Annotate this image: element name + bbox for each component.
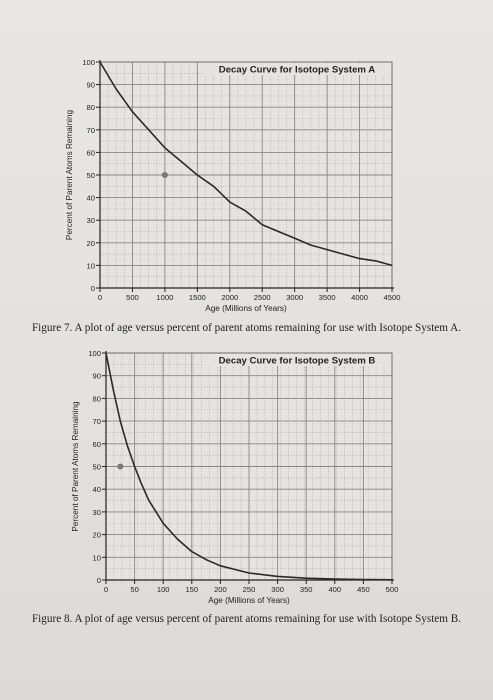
chart-1-data-point (141, 484, 143, 486)
chart-1-y-tick-label: 40 (93, 485, 101, 494)
chart-1-x-tick-label: 200 (214, 585, 227, 594)
chart-1-data-point (119, 420, 121, 422)
chart-0-data-point (261, 224, 263, 226)
chart-0-data-point (294, 237, 296, 239)
chart-1-data-point (277, 575, 279, 577)
chart-0-x-tick-label: 2500 (254, 293, 271, 302)
chart-1-x-tick-label: 50 (130, 585, 138, 594)
chart-0-data-point (375, 260, 377, 262)
chart-0-data-point (99, 61, 101, 63)
chart-0-x-tick-label: 1000 (156, 293, 173, 302)
chart-1-y-tick-label: 80 (93, 394, 101, 403)
chart-0-y-tick-label: 50 (87, 171, 95, 180)
chart-1-data-point (134, 465, 136, 468)
chart-0-x-tick-label: 1500 (189, 293, 206, 302)
chart-1-y-tick-label: 20 (93, 531, 101, 540)
chart-1-data-point (176, 538, 179, 540)
chart-0-y-tick-label: 30 (87, 216, 95, 225)
chart-0-y-tick-label: 20 (87, 239, 95, 248)
chart-0-y-tick-label: 100 (82, 58, 95, 67)
chart-0-y-tick-label: 60 (87, 148, 95, 157)
chart-1-x-tick-label: 0 (104, 585, 108, 594)
chart-0-data-point (212, 185, 215, 187)
chart-0-x-tick-label: 0 (98, 293, 102, 302)
chart-1-x-tick-label: 500 (386, 585, 399, 594)
chart-0-y-tick-label: 80 (87, 103, 95, 112)
chart-0-x-axis-label: Age (Millions of Years) (205, 304, 287, 313)
chart-0-y-axis-label: Percent of Parent Atoms Remaining (65, 109, 74, 240)
chart-0-y-tick-label: 0 (91, 284, 95, 293)
chart-1-title-box (204, 354, 390, 366)
chart-0-y-tick-label: 90 (87, 81, 95, 90)
chart-1-data-point (219, 565, 221, 567)
chart-0-x-tick-label: 3500 (319, 293, 336, 302)
chart-0-x-tick-label: 500 (126, 293, 139, 302)
chart-1-data-point (362, 578, 364, 581)
chart-0-x-tick-label: 3000 (286, 293, 303, 302)
chart-1-data-point (155, 511, 157, 513)
chart-0-x-tick-label: 4500 (384, 293, 401, 302)
chart-1-half-life-marker (117, 463, 124, 470)
chart-1-y-tick-label: 30 (93, 508, 101, 517)
chart-1-data-point (305, 577, 307, 579)
chart-1-x-tick-label: 350 (300, 585, 313, 594)
chart-0-y-tick-label: 40 (87, 194, 95, 203)
chart-1-data-point (126, 445, 129, 447)
chart-1-data-point (162, 522, 164, 524)
chart-0-x-tick-label: 4000 (351, 293, 368, 302)
figure-7-caption: Figure 7. A plot of age versus percent o… (31, 322, 462, 334)
chart-0-data-point (326, 248, 328, 251)
chart-1-y-tick-label: 100 (88, 349, 101, 358)
chart-1-y-axis-label: Percent of Parent Atoms Remaining (71, 401, 80, 532)
chart-0-data-point (342, 253, 344, 255)
chart-1-y-tick-label: 10 (93, 553, 101, 562)
chart-1-data-point (248, 572, 250, 574)
chart-1-title: Decay Curve for Isotope System B (219, 356, 376, 367)
chart-1-y-tick-label: 0 (97, 576, 101, 585)
chart-1-x-tick-label: 250 (243, 585, 256, 594)
chart-1-y-tick-label: 60 (93, 440, 101, 449)
chart-1-y-tick-label: 90 (93, 372, 101, 381)
chart-0-data-point (277, 230, 280, 233)
chart-0-data-point (148, 129, 150, 131)
chart-1-x-axis-label: Age (Millions of Years) (208, 596, 290, 605)
chart-0-data-point (115, 88, 117, 90)
chart-0-data-point (245, 210, 247, 212)
chart-1-data-point (191, 551, 193, 553)
chart-1-x-tick-label: 450 (357, 585, 370, 594)
chart-1-data-point (105, 352, 107, 354)
chart-0-data-point (196, 174, 198, 176)
chart-0-title: Decay Curve for Isotope System A (219, 65, 375, 76)
chart-1-data-point (205, 558, 207, 561)
chart-1-y-tick-label: 70 (93, 417, 101, 426)
chart-1-data-point (148, 499, 150, 502)
chart-0-data-point (229, 201, 231, 203)
chart-0-data-point (358, 258, 361, 260)
chart-1-data-point (112, 388, 114, 390)
chart-1-x-tick-label: 100 (157, 585, 170, 594)
chart-0-data-point (391, 264, 393, 266)
chart-1-x-tick-label: 400 (328, 585, 341, 594)
chart-0-data-point (164, 147, 166, 149)
chart-1-data-point (391, 579, 393, 581)
chart-1-x-tick-label: 150 (185, 585, 198, 594)
chart-0-data-point (131, 111, 134, 113)
chart-1-y-tick-label: 50 (93, 463, 101, 472)
chart-0-y-tick-label: 70 (87, 126, 95, 135)
chart-1-data-point (334, 578, 336, 580)
chart-0-y-tick-label: 10 (87, 261, 95, 270)
figure-8-caption: Figure 8. A plot of age versus percent o… (31, 613, 462, 625)
chart-0-data-point (310, 244, 312, 246)
chart-0-half-life-marker (161, 172, 168, 178)
chart-0-data-point (180, 160, 182, 163)
chart-1-x-tick-label: 300 (271, 585, 284, 594)
chart-0-title-box (204, 63, 390, 75)
chart-0-x-tick-label: 2000 (221, 293, 238, 302)
